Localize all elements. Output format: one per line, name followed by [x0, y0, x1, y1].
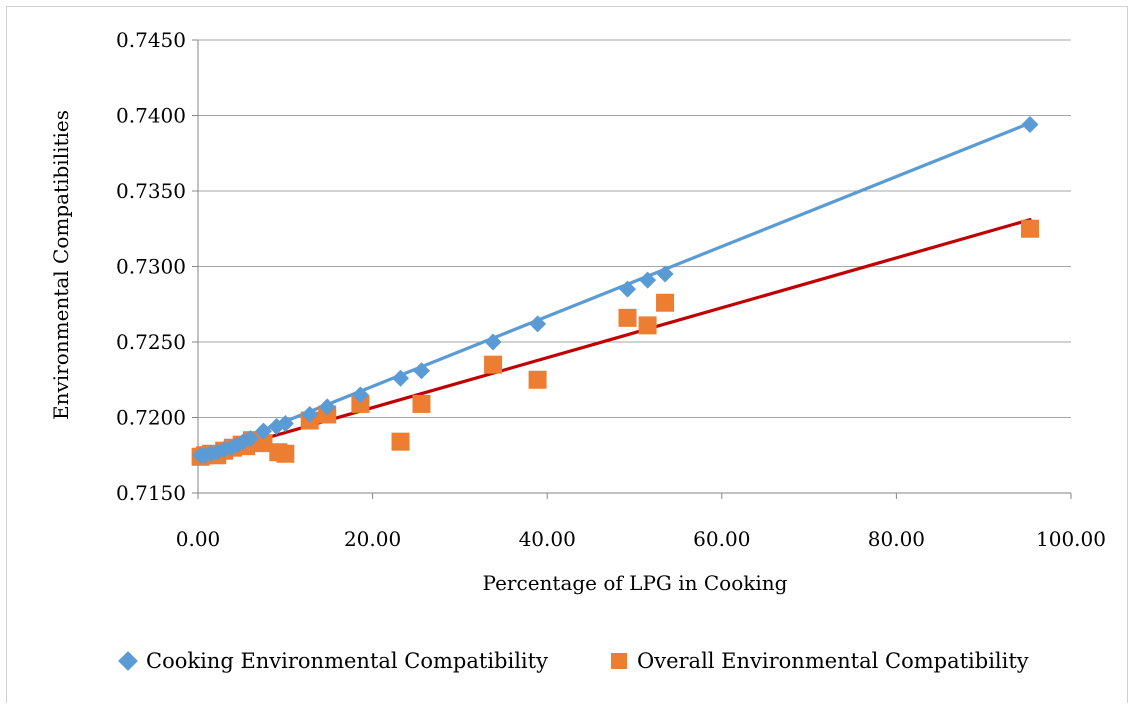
point-overall [656, 293, 675, 312]
x-tick-label: 0.00 [176, 527, 221, 551]
point-overall [276, 444, 295, 463]
point-overall [351, 394, 370, 413]
point-cooking [484, 333, 502, 351]
y-tick-label: 0.7350 [116, 179, 186, 203]
point-overall [412, 394, 431, 413]
data-points [191, 116, 1039, 466]
point-cooking [529, 315, 547, 333]
point-overall [618, 308, 637, 327]
x-tick-label: 40.00 [519, 527, 576, 551]
point-overall [528, 370, 547, 389]
point-cooking [639, 271, 657, 289]
point-cooking [1021, 116, 1039, 134]
x-tick-label: 20.00 [344, 527, 401, 551]
chart-frame [6, 6, 1128, 703]
point-cooking [656, 265, 674, 283]
point-overall [391, 432, 410, 451]
point-overall [254, 434, 273, 453]
trendlines [199, 121, 1032, 459]
axes [192, 39, 1072, 499]
point-cooking [276, 415, 294, 433]
trendline-overall [199, 218, 1032, 459]
x-tick-label: 80.00 [868, 527, 925, 551]
point-overall [638, 316, 657, 335]
trendline-cooking [199, 121, 1032, 457]
y-tick-label: 0.7300 [116, 255, 186, 279]
y-tick-label: 0.7200 [116, 406, 186, 430]
point-cooking [351, 386, 369, 404]
legend-label-overall: Overall Environmental Compatibility [637, 649, 1029, 673]
y-axis-title: Environmental Compatibilities [49, 110, 73, 420]
point-cooking [412, 362, 430, 380]
point-cooking [392, 369, 410, 387]
point-cooking [241, 430, 259, 448]
x-tick-labels: 0.00 20.00 40.00 60.00 80.00 100.00 [176, 527, 1106, 551]
legend-marker-cooking [118, 651, 138, 671]
point-overall [1020, 219, 1039, 238]
y-tick-label: 0.7450 [116, 28, 186, 52]
x-axis-title: Percentage of LPG in Cooking [483, 571, 788, 595]
point-cooking [254, 422, 272, 440]
x-tick-label: 100.00 [1036, 527, 1106, 551]
y-tick-label: 0.7250 [116, 330, 186, 354]
legend-label-cooking: Cooking Environmental Compatibility [146, 649, 548, 673]
y-tick-label: 0.7400 [116, 104, 186, 128]
legend: Cooking Environmental Compatibility Over… [118, 649, 1029, 673]
point-cooking [318, 398, 336, 416]
y-tick-labels: 0.7150 0.7200 0.7250 0.7300 0.7350 0.7400 0.74… [116, 28, 186, 505]
y-tick-label: 0.7150 [116, 481, 186, 505]
gridlines [198, 39, 1071, 418]
x-tick-label: 60.00 [693, 527, 750, 551]
point-overall [484, 355, 503, 374]
point-cooking [301, 405, 319, 423]
point-cooking [619, 280, 637, 298]
legend-marker-overall [611, 653, 627, 669]
